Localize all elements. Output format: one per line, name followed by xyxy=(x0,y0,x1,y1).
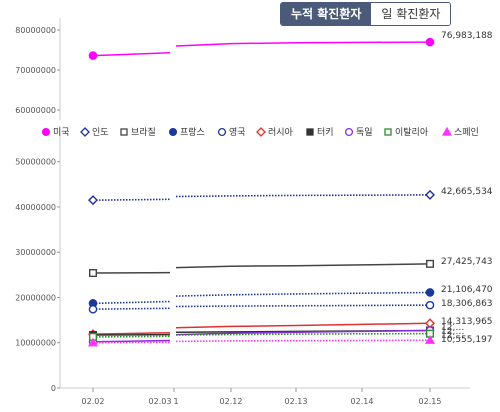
legend-label: 스페인 xyxy=(454,127,479,138)
legend-marker xyxy=(217,127,227,137)
tab-daily-cases[interactable]: 일 확진환자 xyxy=(371,3,451,25)
data-point xyxy=(425,37,435,47)
legend-marker xyxy=(306,128,314,136)
tab-cumulative-cases[interactable]: 누적 확진환자 xyxy=(281,3,372,25)
legend-label: 러시아 xyxy=(268,127,294,138)
series-line-4-seg0 xyxy=(92,307,171,310)
y-tick-label: 60000000 xyxy=(15,106,56,115)
series-line-3-seg1 xyxy=(175,291,431,297)
series-line-0-seg0 xyxy=(92,52,171,57)
end-value-label: 21,106,470 xyxy=(441,285,493,295)
series-line-8-seg0 xyxy=(92,335,171,338)
legend-label: 인도 xyxy=(92,127,109,138)
legend-marker xyxy=(384,128,392,136)
end-value-label: 12,… xyxy=(441,327,464,337)
series-line-0-seg1 xyxy=(175,41,431,47)
data-point xyxy=(87,337,99,347)
legend-marker xyxy=(256,127,266,137)
data-point xyxy=(88,51,98,60)
y-tick-label: 80000000 xyxy=(15,26,56,35)
x-tick-label: 02.12 xyxy=(220,397,243,406)
series-line-9-seg1 xyxy=(175,339,431,343)
series-line-2-seg1 xyxy=(175,263,431,269)
legend-marker xyxy=(344,127,354,137)
legend-marker xyxy=(41,127,51,137)
data-point xyxy=(88,269,97,278)
legend-marker xyxy=(168,127,178,137)
legend-label: 미국 xyxy=(53,127,70,138)
y-tick-label: 20000000 xyxy=(15,293,56,302)
series-line-5-seg1 xyxy=(175,322,431,329)
legend-label: 독일 xyxy=(356,127,373,138)
data-point xyxy=(425,189,435,200)
end-value-label: 18,306,863 xyxy=(441,299,493,309)
end-value-label: 10,555,197 xyxy=(441,335,493,345)
data-point xyxy=(426,259,435,268)
y-tick-label: 10000000 xyxy=(15,339,56,348)
series-line-1-seg0 xyxy=(92,198,171,201)
legend-label: 브라질 xyxy=(131,126,156,138)
legend-label: 이탈리아 xyxy=(395,127,429,138)
x-tick-label: 02.13 xyxy=(285,397,308,406)
end-value-label: 14,313,965 xyxy=(441,317,493,327)
y-tick-label: 70000000 xyxy=(15,66,56,75)
series-line-7-seg1 xyxy=(175,329,431,336)
series-line-3-seg0 xyxy=(92,300,171,305)
y-tick-label: 40000000 xyxy=(15,203,56,212)
series-line-7-seg0 xyxy=(92,339,171,343)
data-point xyxy=(425,288,435,297)
end-value-label: 12,… xyxy=(441,331,464,341)
data-point xyxy=(424,335,436,344)
x-tick-label: 02.02 xyxy=(82,397,105,406)
x-tick-label: 02.15 xyxy=(419,397,442,406)
legend-marker xyxy=(441,126,453,136)
series-line-8-seg1 xyxy=(175,332,431,336)
y-tick-label: 50000000 xyxy=(15,158,56,167)
data-point xyxy=(88,304,98,314)
series-line-5-seg0 xyxy=(92,332,171,335)
legend-marker xyxy=(120,128,128,136)
data-point xyxy=(425,300,435,310)
end-value-label: 42,665,534 xyxy=(441,187,493,197)
data-point xyxy=(425,318,435,329)
legend-marker xyxy=(80,127,90,137)
series-line-1-seg1 xyxy=(175,194,431,198)
y-tick-label: 30000000 xyxy=(15,248,56,257)
legend-label: 터키 xyxy=(317,127,334,138)
series-line-4-seg1 xyxy=(175,304,431,308)
x-tick-label: 1 xyxy=(173,397,178,406)
end-value-label: 76,983,188 xyxy=(441,31,493,41)
data-point xyxy=(88,195,98,206)
legend-label: 영국 xyxy=(229,127,246,138)
y-tick-label: 0 xyxy=(51,384,56,393)
x-tick-label: 02.14 xyxy=(351,397,374,406)
x-tick-label: 02.03 xyxy=(149,397,172,406)
end-value-label: 27,425,743 xyxy=(441,257,493,267)
end-value-label: 12,… xyxy=(441,323,464,333)
tab-group: 누적 확진환자 일 확진환자 xyxy=(280,2,452,26)
legend-label: 프랑스 xyxy=(180,126,205,138)
